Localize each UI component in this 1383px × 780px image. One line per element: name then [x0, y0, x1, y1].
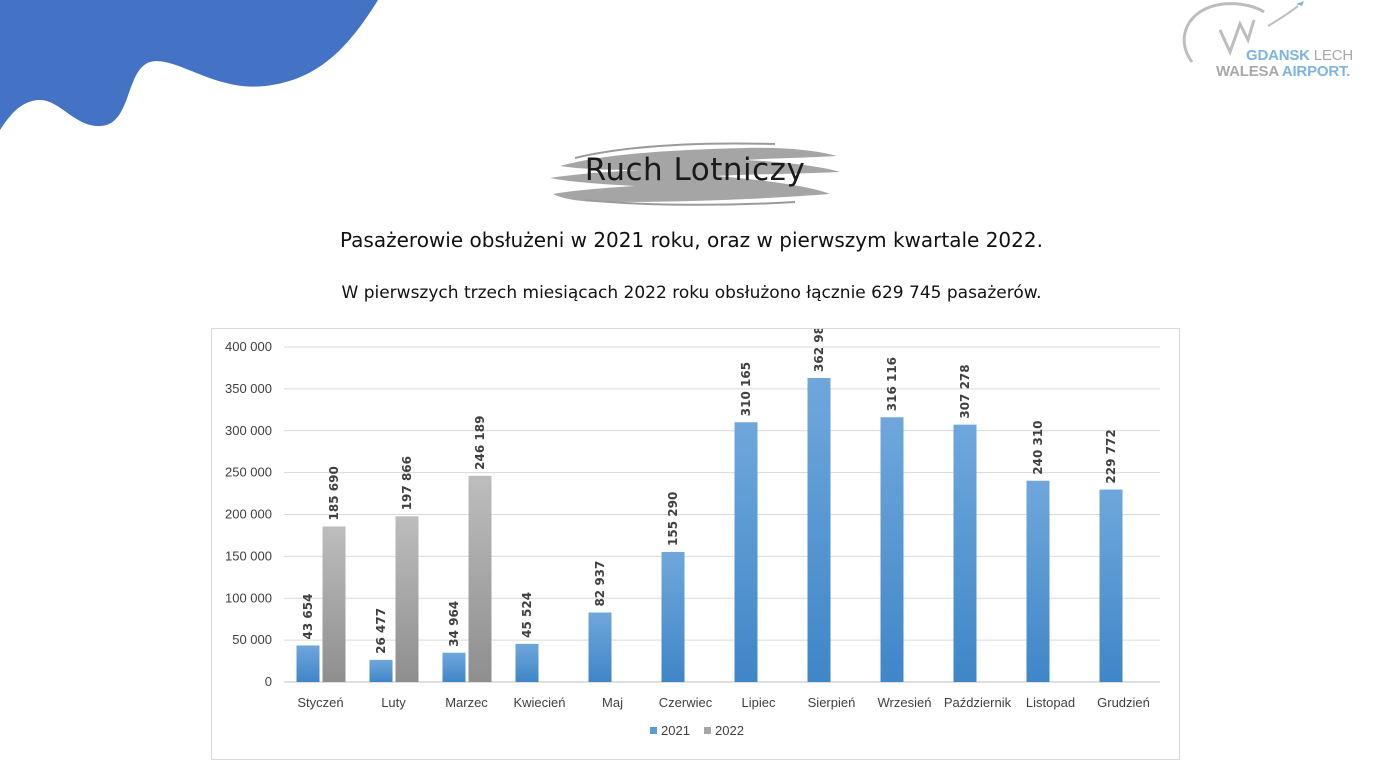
data-label: 310 165: [739, 362, 753, 416]
bar-2021: [588, 612, 612, 682]
x-category-label: Czerwiec: [659, 695, 713, 710]
data-label: 362 983: [812, 329, 826, 372]
legend-label: 2021: [661, 723, 690, 738]
brush-stroke: [550, 142, 840, 206]
data-label: 185 690: [327, 466, 341, 520]
x-category-label: Luty: [381, 695, 406, 710]
x-category-label: Lipiec: [742, 695, 776, 710]
page-title: Ruch Lotniczy: [584, 152, 806, 188]
data-label: 34 964: [447, 601, 461, 647]
x-category-label: Listopad: [1026, 695, 1075, 710]
bar-2021: [296, 645, 320, 682]
y-tick-label: 100 000: [225, 590, 272, 605]
x-category-label: Grudzień: [1097, 695, 1150, 710]
y-tick-label: 200 000: [225, 507, 272, 522]
airport-logo: GDANSK LECH WALESA AIRPORT.: [1178, 0, 1368, 84]
subtitle: Pasażerowie obsłużeni w 2021 roku, oraz …: [340, 228, 1043, 252]
decorative-wave: [0, 0, 378, 130]
data-label: 240 310: [1031, 420, 1045, 474]
wave-shape: [0, 0, 378, 130]
bar-2021: [953, 424, 977, 682]
bar-2021: [1026, 480, 1050, 682]
x-category-label: Marzec: [445, 695, 488, 710]
bar-chart: 0 50 000 100 000 150 000 200 000 250 000 300 0…: [225, 329, 1160, 738]
logo-text-line2: WALESA AIRPORT.: [1216, 63, 1351, 80]
bar-2021: [661, 551, 685, 682]
bar-2021: [1099, 489, 1123, 682]
x-category-label: Październik: [944, 695, 1012, 710]
bar-2021: [880, 417, 904, 682]
data-label: 246 189: [473, 416, 487, 470]
x-category-label: Maj: [602, 695, 623, 710]
chart-container: 0 50 000 100 000 150 000 200 000 250 000 300 0…: [211, 328, 1180, 760]
bar-2021: [369, 659, 393, 682]
bar-2022: [468, 475, 492, 682]
x-category-label: Styczeń: [297, 695, 343, 710]
bar-2021: [515, 643, 539, 682]
data-label: 316 116: [885, 357, 899, 411]
bar-2022: [395, 516, 419, 682]
legend-label: 2022: [715, 723, 744, 738]
data-label: 229 772: [1104, 429, 1118, 483]
legend-swatch: [704, 727, 711, 734]
data-label: 155 290: [666, 492, 680, 546]
data-label: 43 654: [301, 594, 315, 640]
data-label: 307 278: [958, 364, 972, 418]
summary-note: W pierwszych trzech miesiącach 2022 roku…: [341, 283, 1042, 303]
bar-2021: [442, 652, 466, 682]
y-tick-label: 350 000: [225, 381, 272, 396]
x-category-label: Wrzesień: [878, 695, 932, 710]
data-label: 82 937: [593, 561, 607, 607]
logo-swoosh-icon: [1182, 1, 1304, 63]
y-tick-label: 300 000: [225, 423, 272, 438]
y-tick-label: 400 000: [225, 339, 272, 354]
data-label: 45 524: [520, 592, 534, 638]
bar-2021: [734, 422, 758, 682]
x-category-label: Kwiecień: [513, 695, 565, 710]
logo-text-line1: GDANSK LECH: [1246, 47, 1353, 64]
x-category-label: Sierpień: [808, 695, 856, 710]
bar-2021: [807, 378, 831, 682]
y-tick-label: 0: [265, 674, 272, 689]
data-label: 26 477: [374, 608, 388, 654]
y-tick-label: 250 000: [225, 465, 272, 480]
y-tick-label: 150 000: [225, 548, 272, 563]
data-label: 197 866: [400, 456, 414, 510]
y-tick-label: 50 000: [232, 632, 272, 647]
legend-swatch: [650, 727, 657, 734]
bar-2022: [322, 526, 346, 682]
